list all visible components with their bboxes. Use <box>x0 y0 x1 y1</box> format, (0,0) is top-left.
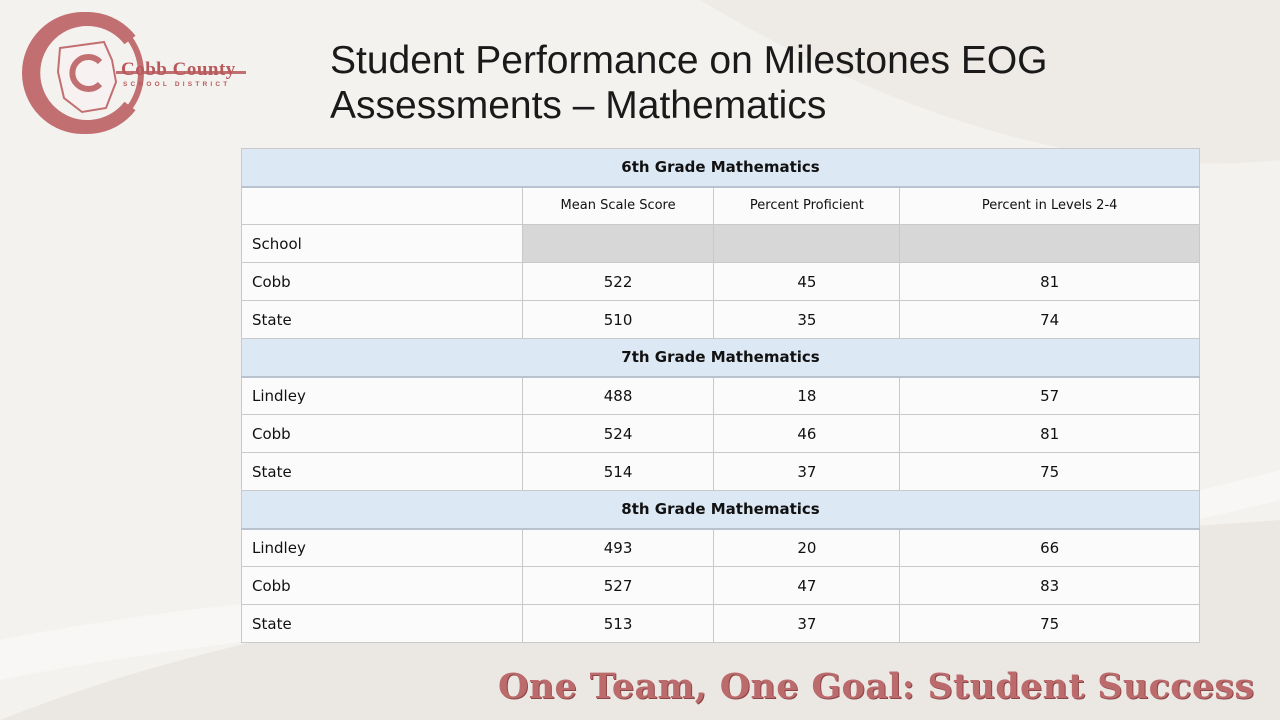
table-row: Cobb 522 45 81 <box>241 262 1200 301</box>
table-cell: 81 <box>899 262 1200 301</box>
table-cell: 493 <box>521 528 715 567</box>
column-header-percent-proficient: Percent Proficient <box>713 186 901 225</box>
slide-tagline: One Team, One Goal: Student Success <box>498 666 1255 707</box>
table-cell: 47 <box>713 566 901 605</box>
table-cell: 527 <box>521 566 715 605</box>
table-cell: 83 <box>899 566 1200 605</box>
row-label: School <box>241 224 523 263</box>
section-title: 7th Grade Mathematics <box>241 338 1200 378</box>
column-header-percent-levels: Percent in Levels 2-4 <box>899 186 1200 225</box>
table-cell: 18 <box>713 376 901 415</box>
table-cell: 514 <box>521 452 715 491</box>
table-row: Lindley 488 18 57 <box>241 376 1200 415</box>
section-header-row: 7th Grade Mathematics <box>241 338 1200 378</box>
slide-title-line-1: Student Performance on Milestones EOG <box>330 39 1048 82</box>
table-cell: 35 <box>713 300 901 339</box>
performance-table: 6th Grade Mathematics Mean Scale Score P… <box>241 148 1200 643</box>
performance-table-container: 6th Grade Mathematics Mean Scale Score P… <box>241 148 1200 643</box>
row-label: State <box>241 452 523 491</box>
row-label: Cobb <box>241 566 523 605</box>
row-label: Lindley <box>241 528 523 567</box>
section-header-row: 8th Grade Mathematics <box>241 490 1200 530</box>
table-cell: 37 <box>713 604 901 643</box>
column-header-blank <box>241 186 523 225</box>
table-cell: 37 <box>713 452 901 491</box>
section-title: 6th Grade Mathematics <box>241 148 1200 188</box>
column-header-row: Mean Scale Score Percent Proficient Perc… <box>241 186 1200 225</box>
table-row: Cobb 524 46 81 <box>241 414 1200 453</box>
table-cell: 524 <box>521 414 715 453</box>
table-cell: 46 <box>713 414 901 453</box>
row-label: State <box>241 300 523 339</box>
slide-title-line-2: Assessments – Mathematics <box>330 84 827 127</box>
table-cell: 510 <box>521 300 715 339</box>
table-cell: 74 <box>899 300 1200 339</box>
table-cell: 75 <box>899 452 1200 491</box>
logo-name: Cobb County <box>121 59 236 80</box>
table-cell: 57 <box>899 376 1200 415</box>
table-row: State 513 37 75 <box>241 604 1200 643</box>
cobb-county-logo <box>20 12 260 138</box>
cobb-county-map-logo-icon <box>22 12 246 134</box>
section-title: 8th Grade Mathematics <box>241 490 1200 530</box>
table-row: Lindley 493 20 66 <box>241 528 1200 567</box>
table-cell: 522 <box>521 262 715 301</box>
table-row: School <box>241 224 1200 263</box>
table-cell: 45 <box>713 262 901 301</box>
table-row: State 514 37 75 <box>241 452 1200 491</box>
table-cell: 488 <box>521 376 715 415</box>
section-header-row: 6th Grade Mathematics <box>241 148 1200 188</box>
row-label: Cobb <box>241 262 523 301</box>
column-header-mean-scale-score: Mean Scale Score <box>521 186 715 225</box>
table-cell: 513 <box>521 604 715 643</box>
table-cell <box>899 224 1200 263</box>
row-label: Cobb <box>241 414 523 453</box>
table-cell <box>713 224 901 263</box>
table-cell: 66 <box>899 528 1200 567</box>
table-row: Cobb 527 47 83 <box>241 566 1200 605</box>
row-label: Lindley <box>241 376 523 415</box>
slide-title: Student Performance on Milestones EOG As… <box>330 38 1230 128</box>
table-cell: 81 <box>899 414 1200 453</box>
row-label: State <box>241 604 523 643</box>
table-cell: 75 <box>899 604 1200 643</box>
logo-subtitle: School District <box>123 81 231 88</box>
table-cell <box>521 224 715 263</box>
table-row: State 510 35 74 <box>241 300 1200 339</box>
table-cell: 20 <box>713 528 901 567</box>
